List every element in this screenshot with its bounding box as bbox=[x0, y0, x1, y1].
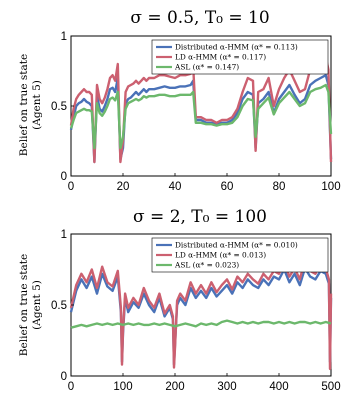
series-line-3 bbox=[69, 83, 333, 150]
y-axis-label: Belief on true state bbox=[18, 54, 30, 156]
axis-ticks: 0 100 200 300 400 500 0 0.5 1 bbox=[51, 229, 341, 393]
x-tick-label: 200 bbox=[165, 381, 184, 393]
chart-title: σ = 0.5, T₀ = 10 bbox=[130, 8, 269, 28]
legend-label: LD α-HMM (α* = 0.117) bbox=[175, 53, 266, 62]
chart-panel-top: σ = 0.5, T₀ = 10 Belief on true state (A… bbox=[18, 8, 341, 193]
x-tick-label: 500 bbox=[321, 381, 340, 393]
x-tick-label: 80 bbox=[273, 181, 286, 193]
legend-label: ASL (α* = 0.023) bbox=[174, 261, 239, 270]
y-tick-label: 0 bbox=[61, 171, 67, 183]
x-tick-label: 400 bbox=[269, 381, 288, 393]
y-tick-label: 1 bbox=[61, 31, 67, 43]
y-axis-label-sub: (Agent 5) bbox=[31, 280, 43, 330]
series-line-2 bbox=[69, 258, 333, 371]
legend-box bbox=[151, 237, 329, 273]
y-tick-label: 0 bbox=[61, 371, 67, 383]
series-lines bbox=[69, 258, 333, 371]
x-tick-label: 100 bbox=[321, 181, 340, 193]
legend-label: Distributed α-HMM (α* = 0.113) bbox=[175, 43, 298, 52]
legend: Distributed α-HMM (α* = 0.113)LD α-HMM (… bbox=[151, 39, 329, 75]
series-lines bbox=[69, 55, 333, 164]
chart-title: σ = 2, T₀ = 100 bbox=[133, 207, 267, 227]
y-axis-label-sub: (Agent 5) bbox=[31, 80, 43, 130]
legend: Distributed α-HMM (α* = 0.010)LD α-HMM (… bbox=[151, 237, 329, 273]
y-tick-label: 1 bbox=[61, 229, 67, 241]
x-tick-label: 20 bbox=[117, 181, 130, 193]
y-tick-label: 0.5 bbox=[51, 101, 67, 113]
x-tick-label: 40 bbox=[169, 181, 182, 193]
x-tick-label: 300 bbox=[217, 381, 236, 393]
x-tick-label: 0 bbox=[68, 181, 74, 193]
series-line-1 bbox=[69, 73, 333, 164]
y-axis-label: Belief on true state bbox=[18, 254, 30, 356]
axis-ticks: 0 20 40 60 80 100 0 0.5 1 bbox=[51, 31, 341, 193]
series-line-1 bbox=[69, 266, 333, 366]
legend-label: ASL (α* = 0.147) bbox=[174, 63, 239, 72]
legend-label: Distributed α-HMM (α* = 0.010) bbox=[175, 241, 298, 250]
x-tick-label: 60 bbox=[221, 181, 234, 193]
y-tick-label: 0.5 bbox=[51, 300, 67, 312]
series-line-2 bbox=[69, 55, 333, 164]
legend-label: LD α-HMM (α* = 0.013) bbox=[175, 251, 266, 260]
legend-box bbox=[151, 39, 329, 75]
x-tick-label: 0 bbox=[68, 381, 74, 393]
series-line-3 bbox=[70, 319, 332, 329]
chart-panel-bottom: σ = 2, T₀ = 100 Belief on true state (Ag… bbox=[18, 207, 341, 393]
x-tick-label: 100 bbox=[113, 381, 132, 393]
